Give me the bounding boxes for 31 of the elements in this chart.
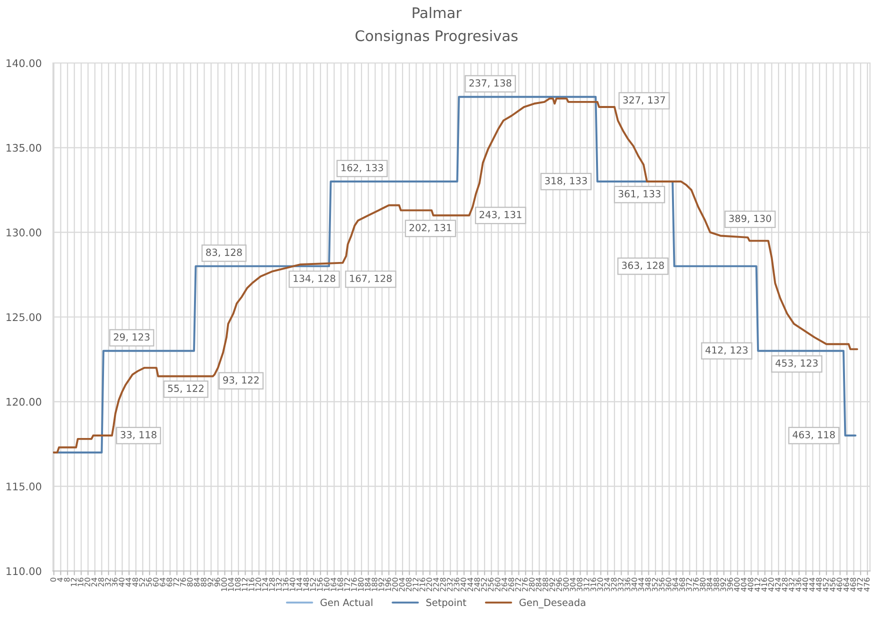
y-tick-label: 140.00: [6, 59, 42, 68]
annotation: 412, 123: [706, 346, 748, 355]
annotation: 237, 138: [469, 79, 512, 88]
annotation: 463, 118: [792, 431, 835, 440]
annotation: 167, 128: [350, 274, 392, 284]
y-tick-label: 125.00: [6, 313, 42, 322]
y-tick-label: 115.00: [6, 482, 42, 490]
legend-label: Setpoint: [426, 598, 466, 608]
y-tick-label: 120.00: [6, 398, 42, 406]
y-tick-label: 135.00: [6, 144, 42, 152]
annotation: 162, 133: [342, 164, 383, 172]
annotation: 33, 118: [120, 431, 156, 440]
annotation: 318, 133: [545, 177, 587, 186]
annotation: 361, 133: [618, 190, 660, 198]
y-tick-label: 130.00: [6, 228, 42, 236]
chart-title: Palmar: [412, 6, 462, 18]
annotation: 83, 128: [206, 248, 242, 257]
legend-label: Gen_Deseada: [519, 598, 586, 608]
annotation: 363, 128: [622, 262, 664, 270]
annotation: 202, 131: [410, 224, 452, 232]
annotation: 55, 122: [168, 384, 204, 393]
annotation: 29, 123: [114, 333, 150, 342]
annotation: 134, 128: [294, 274, 336, 284]
annotation: 327, 137: [623, 96, 665, 105]
annotation: 453, 123: [776, 359, 818, 368]
annotation: 93, 122: [223, 376, 259, 385]
chart-subtitle: Consignas Progresivas: [356, 30, 518, 44]
legend-label: Gen Actual: [320, 598, 372, 606]
y-tick-label: 110.00: [6, 567, 42, 576]
annotation: 243, 131: [480, 210, 522, 220]
annotation: 389, 130: [729, 214, 772, 224]
